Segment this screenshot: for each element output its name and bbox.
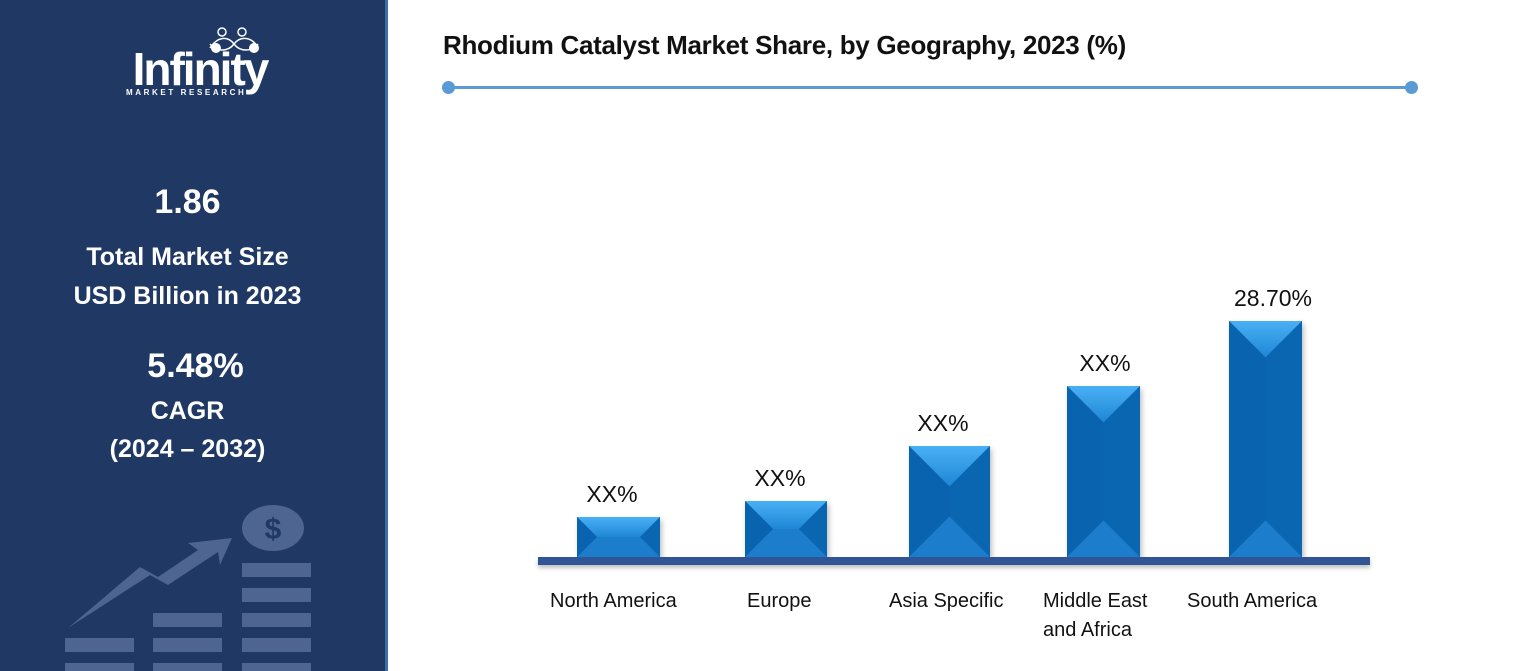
bar-value-label: XX% <box>586 481 638 507</box>
category-label: Middle East and Africa <box>1043 590 1148 641</box>
summary-sidebar: Infinity MARKET RESEARCH 1.86 Total Mark… <box>0 0 385 671</box>
market-size-label: Total Market Size <box>86 243 289 271</box>
cagr-label: CAGR <box>150 397 225 425</box>
market-size-unit: USD Billion in 2023 <box>73 282 302 310</box>
bar-south-america <box>1229 321 1302 557</box>
market-size-value: 1.86 <box>154 183 221 221</box>
bar-value-label: XX% <box>754 465 806 491</box>
infinity-market-research-logo: Infinity MARKET RESEARCH <box>120 26 280 101</box>
infinity-logo-icon <box>209 27 259 53</box>
category-label: Europe <box>747 590 812 612</box>
sidebar-edge-divider <box>385 0 388 671</box>
category-label: South America <box>1187 590 1318 612</box>
bar-europe <box>745 501 827 557</box>
bar-value-label: XX% <box>1079 350 1131 376</box>
underline-right-dot <box>1405 81 1418 94</box>
bar-middle-east-and-africa <box>1067 386 1140 557</box>
growth-chart-dollar-icon: $ <box>65 505 311 671</box>
cagr-period: (2024 – 2032) <box>109 435 266 463</box>
svg-text:$: $ <box>265 513 282 546</box>
logo-subtitle: MARKET RESEARCH <box>126 88 247 97</box>
bar-north-america <box>577 517 660 557</box>
chart-title: Rhodium Catalyst Market Share, by Geogra… <box>443 30 1126 60</box>
category-label: North America <box>550 590 677 612</box>
category-label: Asia Specific <box>889 590 1004 612</box>
chart-baseline <box>538 557 1370 565</box>
cagr-value: 5.48% <box>147 347 244 385</box>
bar-value-label: 28.70% <box>1233 285 1312 311</box>
logo-wordmark: Infinity <box>132 43 270 95</box>
bar-value-label: XX% <box>917 410 969 436</box>
title-underline <box>448 86 1412 89</box>
bar-asia-specific <box>909 446 990 557</box>
underline-left-dot <box>442 81 455 94</box>
